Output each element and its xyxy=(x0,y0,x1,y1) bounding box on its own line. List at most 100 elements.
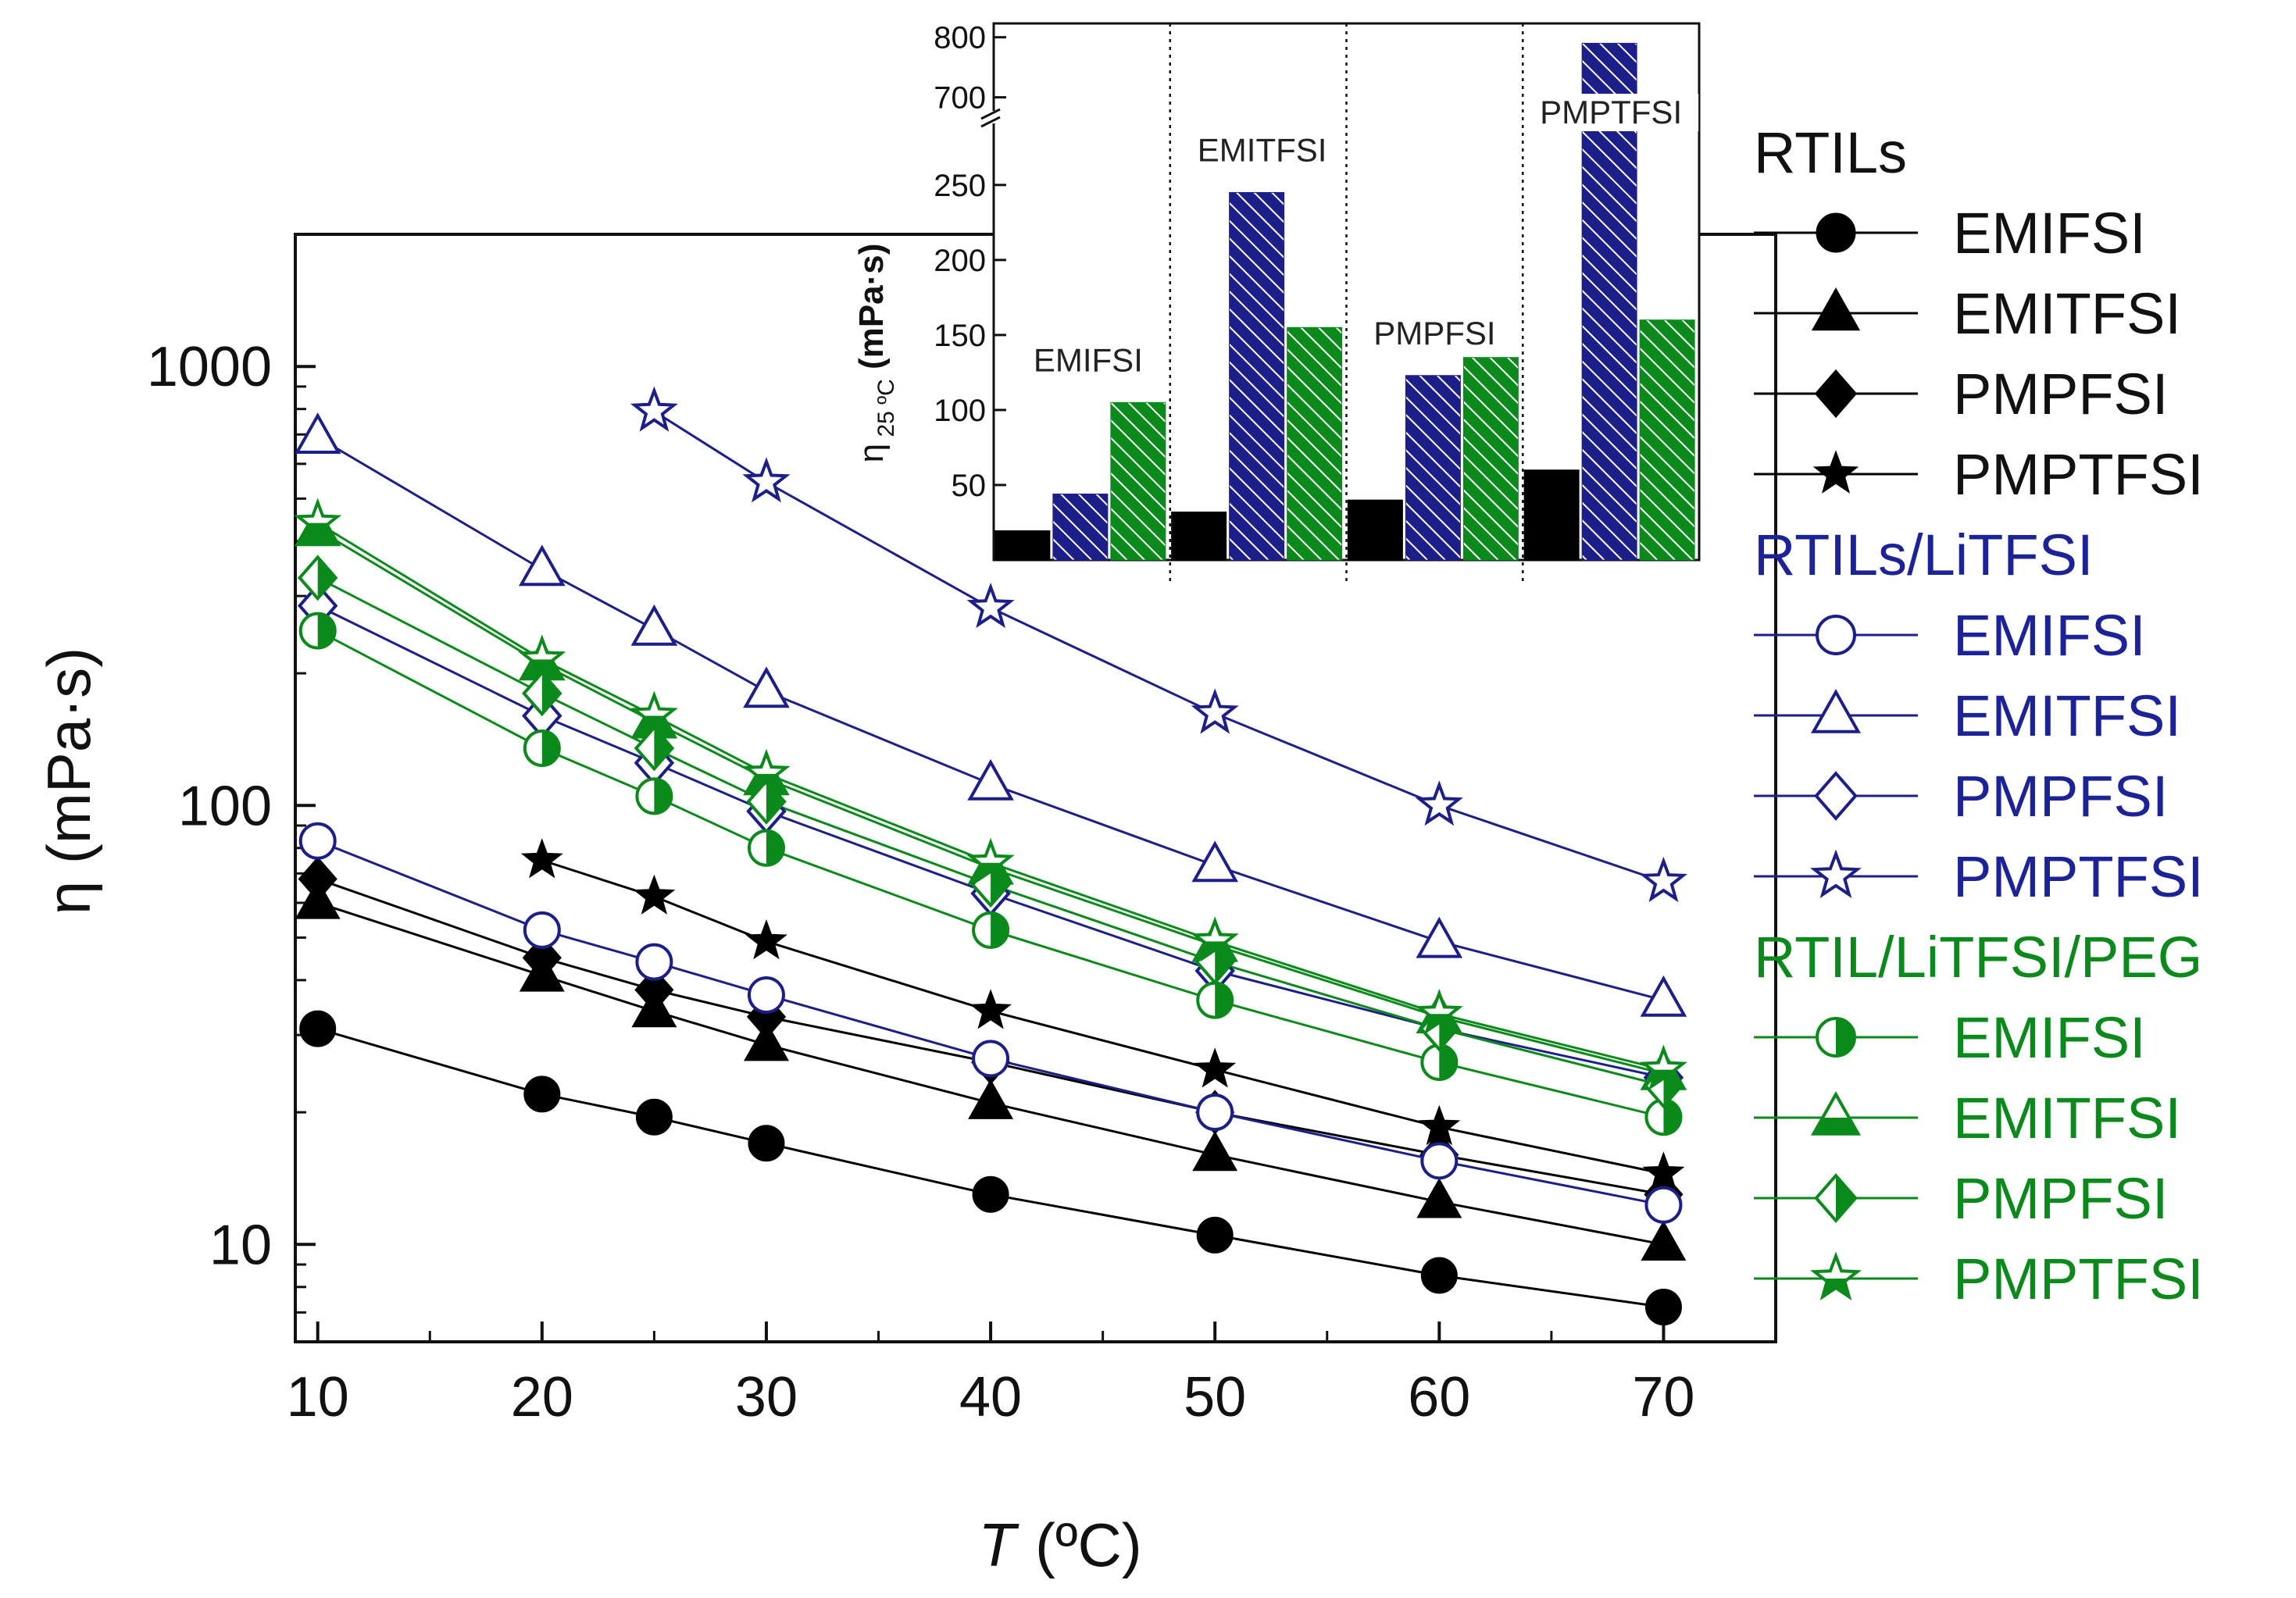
inset-bar-emifsi-lit xyxy=(1052,493,1109,561)
marker-outline xyxy=(634,725,675,772)
marker-shape xyxy=(1814,369,1858,419)
inset-bar-pmpfsi-peg xyxy=(1462,357,1519,561)
data-point-emitfsi-g1 xyxy=(294,412,341,454)
inset-bar-emitfsi-peg xyxy=(1287,326,1343,561)
inset-y-tick-label: 200 xyxy=(934,244,986,278)
marker-shape xyxy=(1415,780,1463,826)
marker-shape xyxy=(630,604,678,646)
main-axes: 10 20 30 40 50 60 70 10 100 1000 xyxy=(147,233,1777,1429)
data-point-emifsi-g1 xyxy=(523,911,561,949)
marker-outline xyxy=(1643,1062,1684,1109)
data-point-pmptfsi-g0 xyxy=(745,919,787,960)
data-point-pmptfsi-g2 xyxy=(294,498,342,544)
data-point-emifsi-g0 xyxy=(635,1098,673,1136)
inset-bar-pmpfsi-lit xyxy=(1405,375,1461,561)
marker-outline xyxy=(1810,1091,1862,1136)
data-point-emitfsi-g1 xyxy=(743,666,790,708)
inset-bar-pmptfsi-rtil xyxy=(1523,469,1580,561)
data-point-pmptfsi-g1 xyxy=(966,583,1015,629)
marker-fill-half xyxy=(1836,1018,1855,1056)
series-line-pmpfsi-g1 xyxy=(317,605,1664,1079)
legend-marker xyxy=(1816,615,1856,655)
legend-marker xyxy=(1810,1251,1862,1300)
data-point-pmptfsi-g0 xyxy=(633,874,676,915)
marker-shape xyxy=(635,1098,673,1136)
data-point-pmptfsi-g2 xyxy=(1415,989,1463,1035)
marker-outline xyxy=(523,729,561,767)
data-point-emitfsi-g1 xyxy=(1640,975,1687,1017)
x-tick-label: 50 xyxy=(1184,1366,1246,1429)
marker-fill-half xyxy=(766,781,785,822)
data-point-pmpfsi-g0 xyxy=(522,935,562,980)
marker-outline xyxy=(1814,1173,1858,1223)
data-point-emifsi-g2 xyxy=(635,777,673,815)
y-tick-label: 10 xyxy=(209,1214,272,1276)
x-tick-label: 10 xyxy=(287,1366,349,1429)
marker-fill-half xyxy=(654,727,673,769)
legend-marker xyxy=(1814,771,1858,821)
data-point-emifsi-g0 xyxy=(748,1125,785,1162)
marker-outline xyxy=(298,612,337,650)
data-point-emitfsi-g1 xyxy=(1416,916,1463,958)
x-tick-label: 60 xyxy=(1408,1366,1470,1429)
marker-outline xyxy=(1639,1044,1687,1090)
marker-shape xyxy=(748,1125,785,1162)
data-point-pmptfsi-g2 xyxy=(1191,916,1239,962)
data-point-pmpfsi-g0 xyxy=(298,856,337,902)
legend-label: EMITFSI xyxy=(1953,1086,2181,1150)
data-point-emifsi-g1 xyxy=(747,976,785,1014)
legend-label: PMPFSI xyxy=(1953,362,2168,426)
marker-outline xyxy=(747,829,785,867)
data-point-emifsi-g1 xyxy=(1196,1093,1234,1132)
x-tick-label: 40 xyxy=(959,1366,1022,1429)
marker-shape xyxy=(1416,1178,1462,1218)
series-line-emifsi-g1 xyxy=(317,840,1664,1207)
data-point-emifsi-g0 xyxy=(972,1175,1009,1213)
marker-shape xyxy=(294,412,341,454)
legend-marker xyxy=(1810,1091,1862,1136)
legend: RTILs EMIFSI EMITFSI PMPFSI PMPTFSI RTILs/LiT… xyxy=(1754,120,2204,1311)
marker-fill-half xyxy=(766,830,784,865)
inset-y-symbol: η xyxy=(852,444,891,462)
legend-group-title: RTILs/LiTFSI xyxy=(1754,523,2094,587)
y-tick-label: 1000 xyxy=(147,336,272,398)
legend-marker xyxy=(1811,287,1861,331)
marker-background xyxy=(522,639,562,676)
series-line-pmptfsi-g1 xyxy=(653,410,1664,883)
data-point-emifsi-g0 xyxy=(299,1010,337,1047)
inset-axis-break-mark xyxy=(980,108,1001,120)
marker-background xyxy=(1644,1049,1684,1086)
marker-fill-half xyxy=(541,731,559,765)
legend-marker xyxy=(1816,212,1856,253)
marker-background xyxy=(971,842,1011,880)
marker-shape xyxy=(1418,1104,1461,1146)
marker-fill-half xyxy=(1813,1118,1859,1134)
marker-fill-half xyxy=(1439,1045,1457,1080)
marker-shape xyxy=(1196,1216,1234,1254)
marker-shape xyxy=(1811,287,1861,331)
marker-shape xyxy=(968,1079,1014,1119)
data-point-emifsi-g2 xyxy=(1420,1043,1459,1082)
data-point-emifsi-g0 xyxy=(1644,1288,1682,1325)
marker-shape xyxy=(299,1010,337,1047)
inset-bar-emitfsi-lit xyxy=(1229,191,1285,561)
data-point-emifsi-g1 xyxy=(1420,1142,1459,1180)
marker-outline xyxy=(1816,1017,1856,1058)
legend-label: EMIFSI xyxy=(1953,603,2146,668)
marker-shape xyxy=(523,911,561,949)
data-point-emifsi-g1 xyxy=(635,943,673,981)
marker-shape xyxy=(518,544,566,587)
y-axis-title: η (mPa·s) xyxy=(34,647,103,915)
x-tick-label: 20 xyxy=(511,1366,573,1429)
series-line-pmptfsi-g2 xyxy=(316,522,1664,1072)
data-point-emitfsi-g0 xyxy=(744,1021,789,1061)
data-point-pmpfsi-g0 xyxy=(746,994,787,1040)
marker-fill-half xyxy=(317,613,335,648)
x-tick-label: 30 xyxy=(735,1366,798,1429)
marker-shape xyxy=(972,1175,1009,1213)
marker-shape xyxy=(1816,615,1856,655)
inset-y-tick-label: 50 xyxy=(952,469,987,503)
main-axis-titles: η (mPa·s) T (ºC) xyxy=(34,647,1142,1579)
inset-bar-pmptfsi-peg xyxy=(1639,319,1695,561)
